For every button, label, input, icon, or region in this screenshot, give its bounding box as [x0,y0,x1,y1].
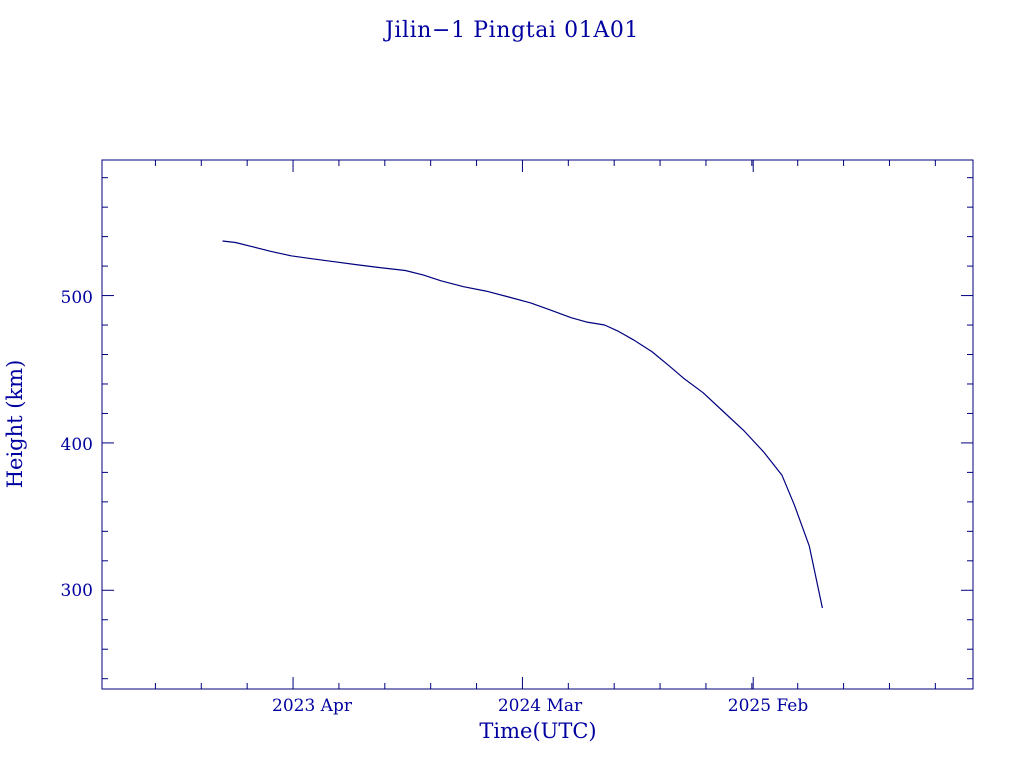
y-tick-label-500: 500 [61,288,93,308]
y-tick-label-400: 400 [61,435,93,455]
height-series-line [222,240,823,609]
x-axis-label: Time(UTC) [479,719,596,743]
x-major-ticks [292,160,754,689]
plot-frame [101,159,974,690]
x-minor-ticks [154,160,936,689]
y-minor-ticks [102,177,973,680]
y-tick-label-300: 300 [61,581,93,601]
x-tick-label-2023-apr: 2023 Apr [272,696,353,716]
y-axis-label: Height (km) [3,360,27,489]
x-tick-label-2024-mar: 2024 Mar [498,696,583,716]
x-tick-label-2025-feb: 2025 Feb [728,696,809,716]
chart-title: Jilin−1 Pingtai 01A01 [383,18,639,43]
y-major-ticks [102,295,973,591]
